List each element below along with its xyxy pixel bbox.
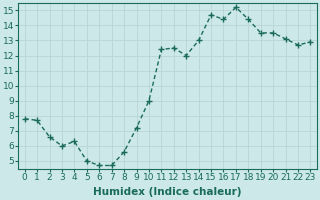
X-axis label: Humidex (Indice chaleur): Humidex (Indice chaleur) — [93, 187, 242, 197]
